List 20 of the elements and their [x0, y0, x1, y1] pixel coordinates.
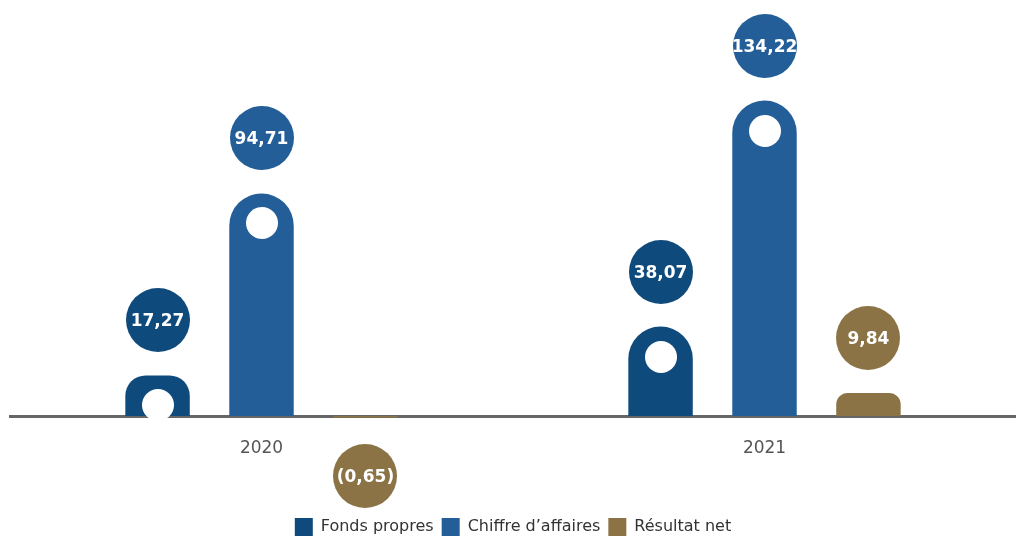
data-label: 9,84 — [847, 327, 890, 348]
legend-label: Fonds propres — [320, 516, 434, 536]
circle-badge: 38,07 — [628, 239, 693, 304]
data-label: 94,71 — [234, 128, 289, 149]
legend-label: Chiffre d’affaires — [467, 516, 601, 536]
circle-badge: 9,84 — [836, 305, 901, 370]
bar — [229, 193, 294, 416]
data-label: (0,65) — [336, 465, 395, 486]
circle-badge: 17,27 — [125, 288, 190, 353]
data-label: 38,07 — [633, 261, 688, 282]
bar — [836, 392, 901, 416]
x-tick-label: 2021 — [742, 436, 787, 457]
data-label: 17,27 — [130, 310, 185, 331]
x-tick-label: 2020 — [239, 436, 284, 457]
circle-badge: 134,22 — [732, 13, 797, 78]
circle-badge: (0,65) — [333, 443, 398, 508]
legend-label: Résultat net — [634, 516, 732, 536]
bar — [732, 100, 797, 416]
circle-badge: 94,71 — [229, 106, 294, 171]
data-label: 134,22 — [731, 35, 798, 56]
